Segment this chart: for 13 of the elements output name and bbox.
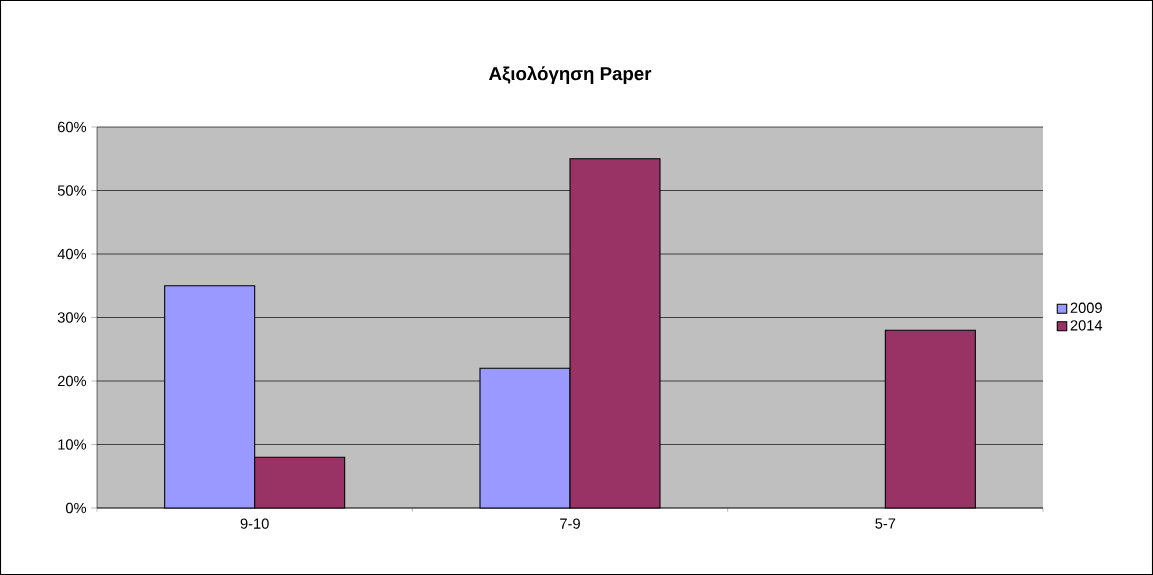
legend-label: 2014: [1070, 320, 1103, 331]
legend-label: 2009: [1070, 302, 1102, 313]
x-tick-label: 9-10: [240, 518, 269, 529]
y-tick-label: 50%: [57, 185, 87, 196]
y-tick-label: 40%: [57, 248, 87, 260]
y-tick-label: 0%: [65, 502, 87, 514]
y-tick-label: 30%: [57, 312, 87, 323]
x-tick-label: 7-9: [560, 518, 580, 529]
y-tick-label: 60%: [58, 121, 87, 133]
y-tick-label: 10%: [58, 439, 87, 450]
y-tick-label: 20%: [57, 375, 87, 387]
chart-title: Αξιολόγηση Paper: [488, 66, 652, 84]
x-tick-label: 5-7: [875, 518, 896, 529]
